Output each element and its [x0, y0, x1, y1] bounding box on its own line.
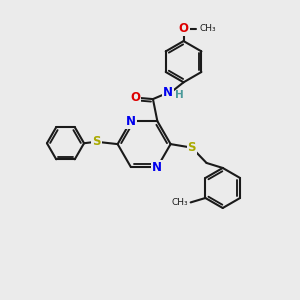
Text: H: H	[175, 90, 184, 100]
Text: O: O	[130, 91, 140, 104]
Text: N: N	[152, 160, 162, 174]
Text: CH₃: CH₃	[200, 24, 216, 33]
Text: O: O	[178, 22, 189, 35]
Text: CH₃: CH₃	[171, 198, 188, 207]
Text: N: N	[126, 115, 136, 128]
Text: N: N	[163, 86, 173, 99]
Text: S: S	[188, 141, 196, 154]
Text: S: S	[92, 135, 101, 148]
